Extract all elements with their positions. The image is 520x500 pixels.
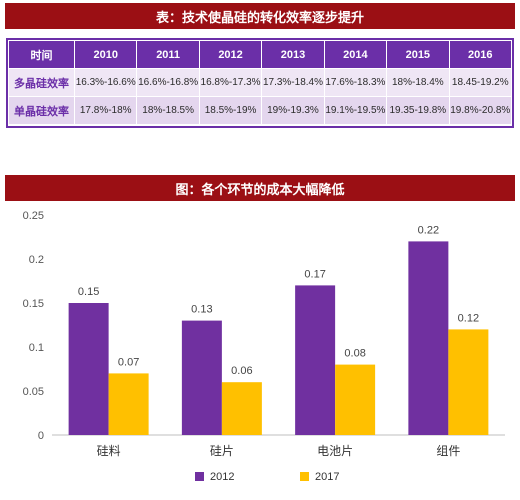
legend-label: 2017 xyxy=(315,471,339,483)
bar-2017 xyxy=(448,329,489,435)
bar-2012 xyxy=(68,303,109,435)
data-label: 0.06 xyxy=(231,365,252,377)
header-cell: 时间 xyxy=(8,40,75,69)
header-cell: 2015 xyxy=(386,40,450,69)
legend-swatch xyxy=(195,472,204,481)
header-cell: 2016 xyxy=(448,40,513,69)
table-title: 表：技术使晶硅的转化效率逐步提升 xyxy=(155,10,364,26)
row-label: 单晶硅效率 xyxy=(8,96,75,125)
category-label: 电池片 xyxy=(317,444,353,458)
y-tick-label: 0.1 xyxy=(29,342,44,354)
table-cell: 18%-18.5% xyxy=(136,96,200,125)
y-tick-label: 0.05 xyxy=(23,386,44,398)
data-label: 0.15 xyxy=(78,286,99,298)
table-cell: 18.45-19.2% xyxy=(448,68,513,97)
table-cell: 19.35-19.8% xyxy=(386,96,450,125)
legend-label: 2012 xyxy=(210,471,234,483)
category-label: 硅料 xyxy=(97,444,121,458)
efficiency-table: 时间 2010 2011 2012 2013 2014 2015 2016 多晶… xyxy=(8,40,513,125)
table-cell: 17.6%-18.3% xyxy=(323,68,388,97)
bar-2012 xyxy=(295,285,336,435)
legend-swatch xyxy=(300,472,309,481)
chart-title: 图：各个环节的成本大幅降低 xyxy=(175,182,345,198)
cost-bar-chart: 0 0.05 0.1 0.15 0.2 0.25 0.15 0.07 硅料 0.13 0.06 硅片 0… xyxy=(23,210,505,483)
table-cell: 16.6%-16.8% xyxy=(136,68,200,97)
category-label: 组件 xyxy=(436,444,460,458)
bar-2017 xyxy=(335,364,376,435)
chart-title-banner: 图：各个环节的成本大幅降低 xyxy=(5,175,515,201)
data-label: 0.07 xyxy=(118,356,139,368)
table-row: 单晶硅效率 17.8%-18% 18%-18.5% 18.5%-19% 19%-… xyxy=(8,96,513,125)
table-frame xyxy=(6,38,514,128)
table-cell: 19.1%-19.5% xyxy=(323,96,388,125)
data-label: 0.08 xyxy=(344,348,365,360)
y-tick-label: 0.2 xyxy=(29,254,44,266)
header-cell: 2010 xyxy=(73,40,138,69)
table-cell: 19.8%-20.8% xyxy=(448,96,513,125)
table-title-banner: 表：技术使晶硅的转化效率逐步提升 xyxy=(5,3,515,29)
table-row: 多晶硅效率 16.3%-16.6% 16.6%-16.8% 16.8%-17.3… xyxy=(8,68,513,97)
row-label: 多晶硅效率 xyxy=(8,68,75,97)
header-cell: 2014 xyxy=(323,40,388,69)
table-cell: 18.5%-19% xyxy=(198,96,263,125)
y-tick-label: 0 xyxy=(38,430,44,442)
table-cell: 18%-18.4% xyxy=(386,68,450,97)
category-label: 硅片 xyxy=(210,444,234,458)
y-tick-label: 0.15 xyxy=(23,298,44,310)
bar-2017 xyxy=(221,382,262,435)
data-label: 0.13 xyxy=(191,304,212,316)
bar-2017 xyxy=(108,373,149,435)
data-label: 0.17 xyxy=(304,268,325,280)
header-cell: 2013 xyxy=(261,40,325,69)
table-header-row: 时间 2010 2011 2012 2013 2014 2015 2016 xyxy=(8,40,513,69)
table-cell: 16.3%-16.6% xyxy=(73,68,138,97)
bar-2012 xyxy=(181,320,222,435)
bar-2012 xyxy=(408,241,449,435)
table-cell: 16.8%-17.3% xyxy=(198,68,263,97)
data-label: 0.12 xyxy=(458,312,479,324)
table-cell: 17.8%-18% xyxy=(73,96,138,125)
table-cell: 17.3%-18.4% xyxy=(261,68,325,97)
data-label: 0.22 xyxy=(418,224,439,236)
header-cell: 2012 xyxy=(198,40,263,69)
y-tick-label: 0.25 xyxy=(23,210,44,222)
header-cell: 2011 xyxy=(136,40,200,69)
table-cell: 19%-19.3% xyxy=(261,96,325,125)
